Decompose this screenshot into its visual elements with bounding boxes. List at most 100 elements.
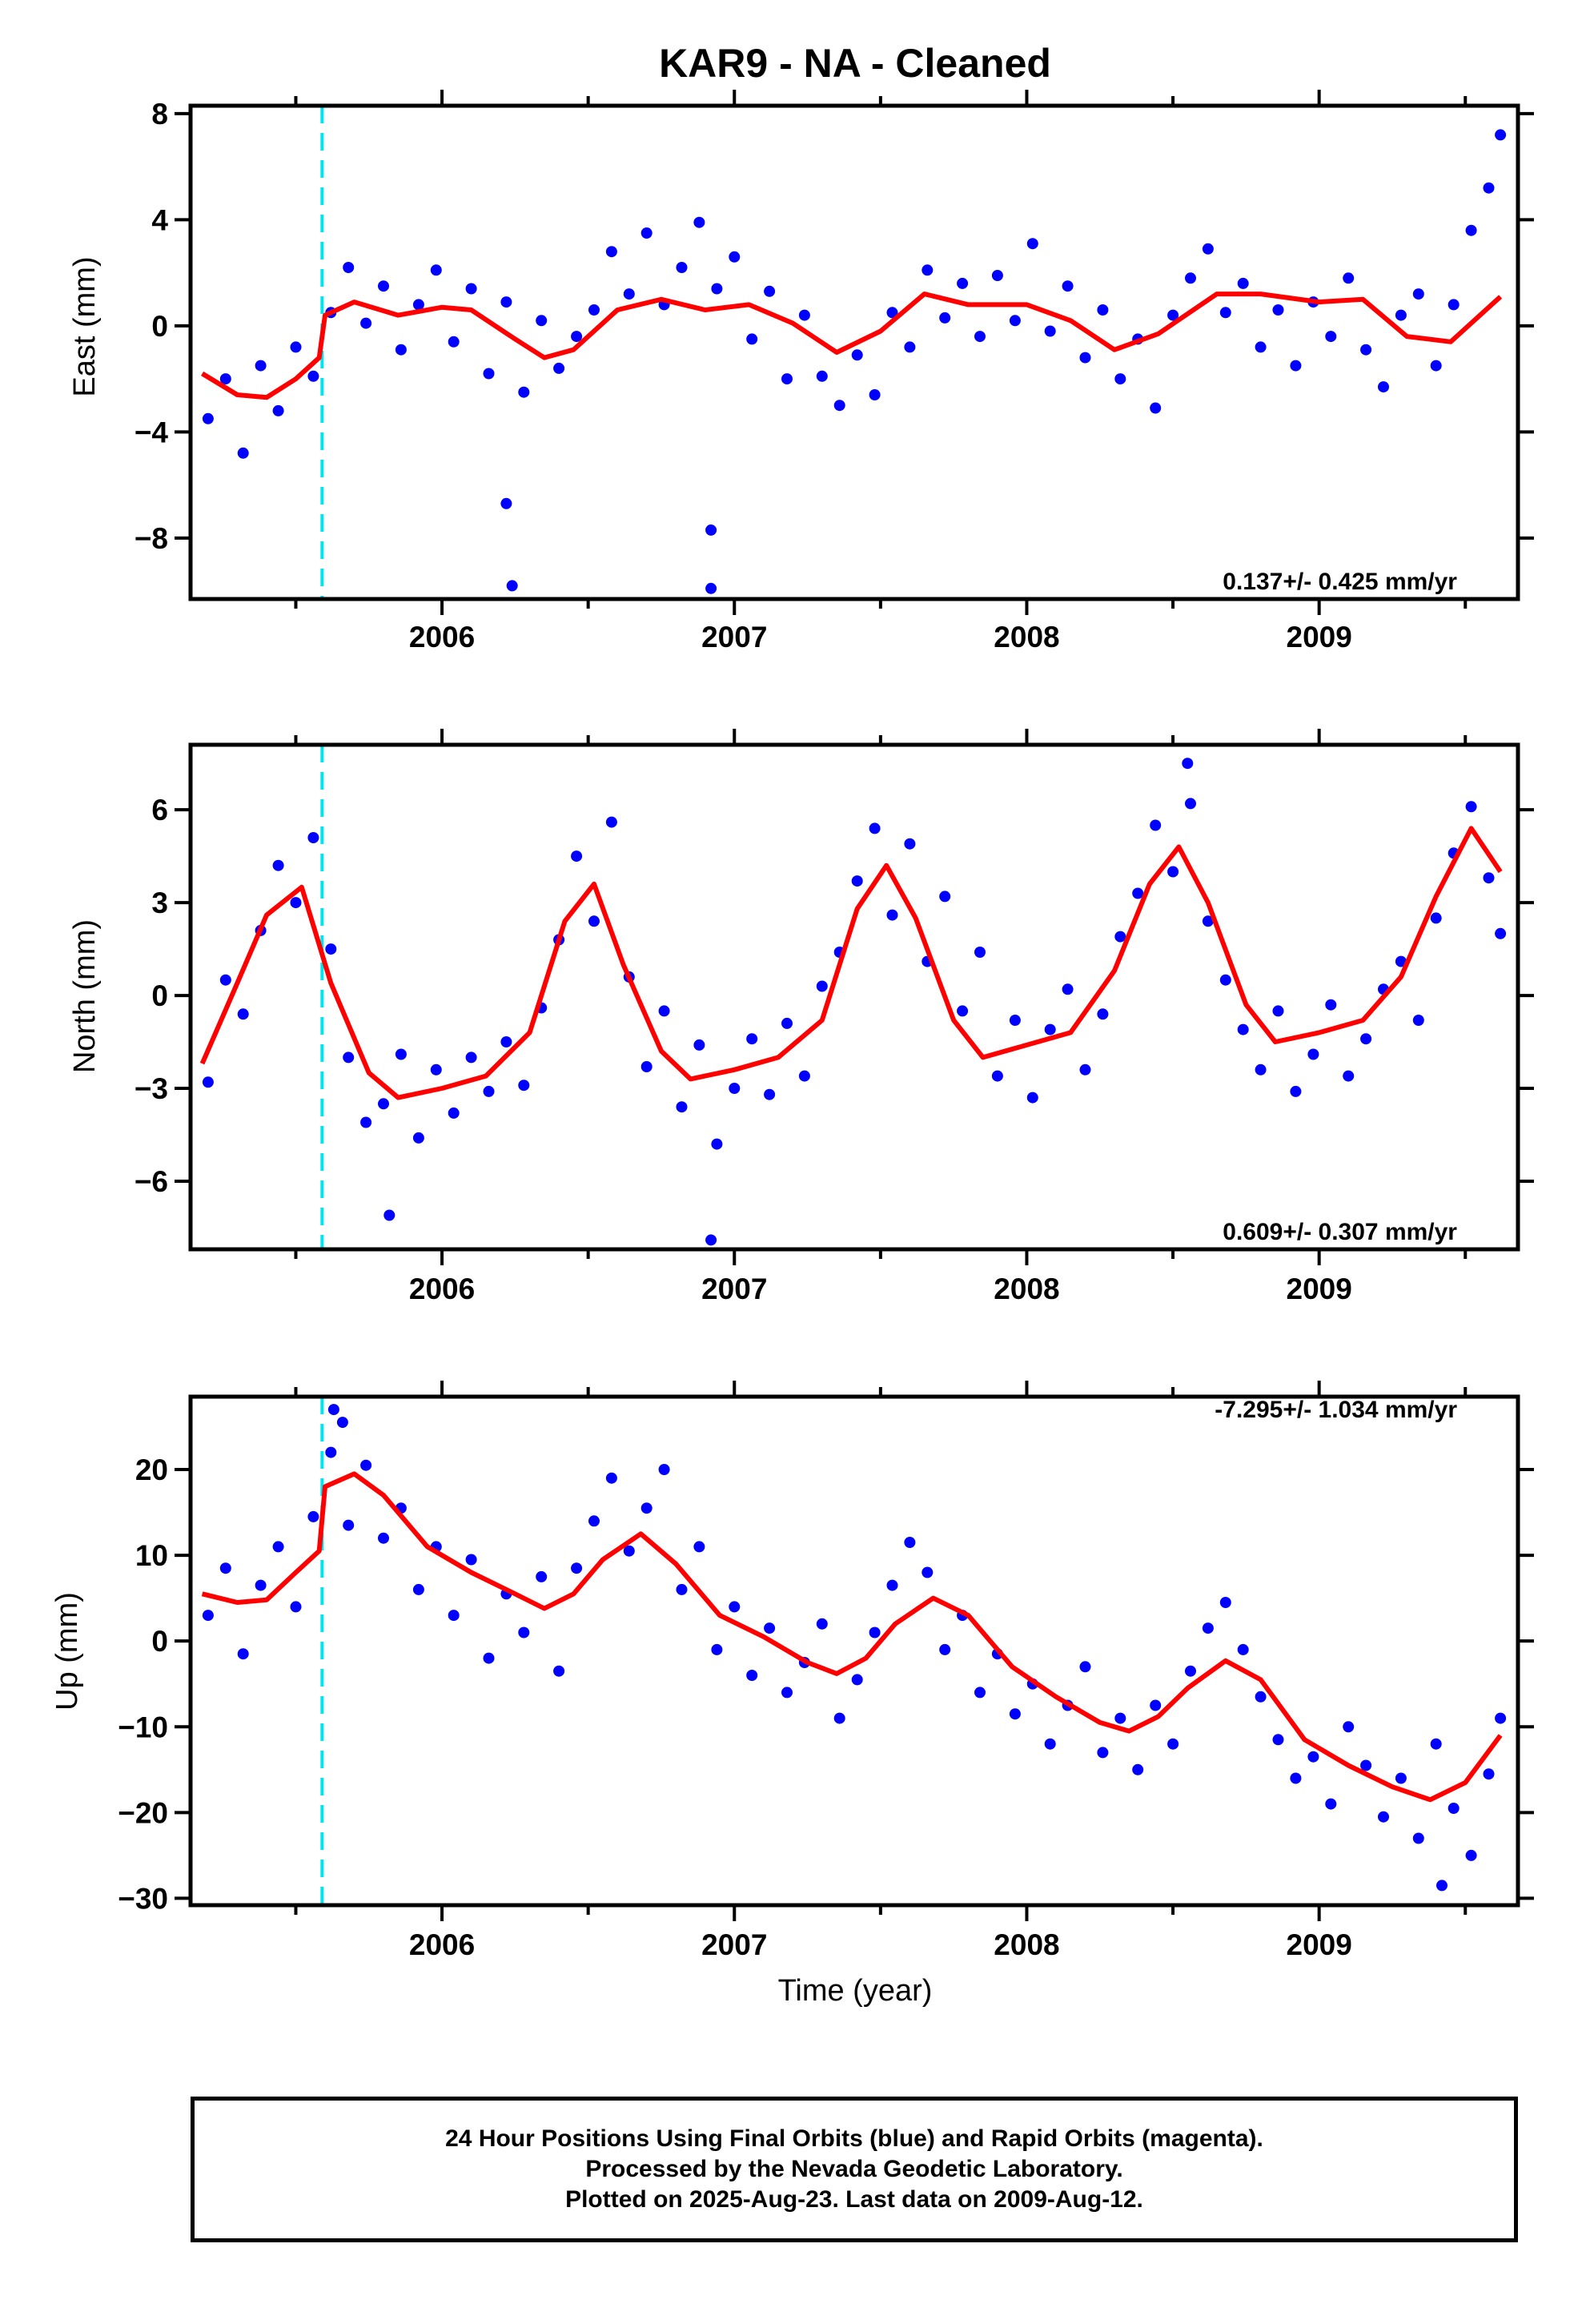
data-point xyxy=(202,1610,214,1622)
footer-line-2: Processed by the Nevada Geodetic Laborat… xyxy=(585,2156,1123,2182)
data-point xyxy=(1219,974,1231,986)
data-point xyxy=(921,1566,934,1578)
data-point xyxy=(553,362,565,374)
data-point xyxy=(886,1579,898,1591)
data-point xyxy=(430,1063,442,1076)
data-point xyxy=(483,1085,495,1097)
data-point xyxy=(1378,1811,1389,1823)
data-point xyxy=(336,1417,348,1429)
data-point xyxy=(869,822,881,834)
data-point xyxy=(623,1545,635,1557)
data-point xyxy=(1395,309,1407,321)
data-point xyxy=(1097,1747,1109,1759)
data-point xyxy=(219,1562,231,1574)
data-point xyxy=(605,246,617,258)
data-point xyxy=(1483,1768,1495,1780)
data-point xyxy=(1079,1063,1091,1076)
data-point xyxy=(921,264,934,276)
data-point xyxy=(798,309,810,321)
y-axis-label: North (mm) xyxy=(68,919,102,1073)
data-point xyxy=(588,915,600,927)
data-point xyxy=(991,1070,1003,1082)
data-point xyxy=(1395,955,1407,967)
y-tick-label: −3 xyxy=(135,1072,168,1105)
data-point xyxy=(605,1472,617,1484)
y-tick-label: −20 xyxy=(118,1796,168,1829)
x-tick-label: 2007 xyxy=(701,1928,767,1961)
data-point xyxy=(290,1601,302,1613)
data-point xyxy=(781,373,793,385)
north-panel: North (mm) 0.609+/- 0.307 mm/yr 2006 2007… xyxy=(68,729,1534,1305)
data-point xyxy=(711,283,723,295)
x-tick-label: 2006 xyxy=(409,621,475,653)
data-point xyxy=(1465,224,1477,236)
data-point xyxy=(1202,1622,1214,1634)
data-point xyxy=(1272,1005,1284,1017)
data-point xyxy=(1495,1712,1507,1724)
data-point xyxy=(693,1541,705,1553)
data-point xyxy=(219,373,231,385)
data-point xyxy=(869,389,881,400)
data-point xyxy=(412,299,424,311)
data-point xyxy=(1237,1023,1249,1035)
data-point xyxy=(729,1083,741,1094)
data-point xyxy=(1062,280,1074,292)
data-point xyxy=(1219,307,1231,319)
y-tick-label: 3 xyxy=(151,887,168,919)
data-point xyxy=(676,262,688,273)
data-point xyxy=(378,280,389,292)
data-point xyxy=(219,974,231,986)
data-point xyxy=(833,400,845,412)
data-point xyxy=(693,1039,705,1051)
data-point xyxy=(676,1101,688,1113)
data-point xyxy=(1290,1772,1302,1784)
data-points xyxy=(202,758,1507,1246)
y-tick-label: 20 xyxy=(135,1454,168,1486)
data-point xyxy=(412,1583,424,1595)
data-point xyxy=(705,524,717,536)
y-tick-label: 0 xyxy=(151,979,168,1012)
east-panel: East (mm) 0.137+/- 0.425 mm/yr 2006 2007 2… xyxy=(68,90,1534,653)
data-point xyxy=(395,1048,407,1060)
data-point xyxy=(1044,1738,1056,1750)
data-point xyxy=(1114,373,1126,385)
data-point xyxy=(1182,758,1194,770)
data-point xyxy=(1360,344,1372,356)
data-point xyxy=(325,943,337,955)
data-point xyxy=(904,341,916,353)
data-point xyxy=(1465,801,1477,813)
data-point xyxy=(343,1519,355,1531)
data-point xyxy=(483,1652,495,1664)
data-point xyxy=(255,360,267,372)
data-point xyxy=(1307,1751,1319,1763)
data-point xyxy=(395,344,407,356)
data-point xyxy=(536,315,548,327)
data-point xyxy=(1114,1712,1126,1724)
x-tick-label: 2007 xyxy=(701,621,767,653)
data-point xyxy=(448,1107,460,1119)
data-point xyxy=(1447,299,1460,311)
y-tick-label: 0 xyxy=(151,1625,168,1658)
data-point xyxy=(448,1610,460,1622)
data-point xyxy=(1360,1033,1372,1045)
rate-label: -7.295+/- 1.034 mm/yr xyxy=(1215,1397,1457,1423)
data-point xyxy=(1325,331,1337,343)
data-point xyxy=(1290,1085,1302,1097)
data-point xyxy=(571,1562,583,1574)
data-point xyxy=(483,368,495,380)
data-point xyxy=(1495,129,1507,141)
data-point xyxy=(536,1570,548,1582)
data-point xyxy=(939,1643,951,1655)
data-point xyxy=(693,216,705,228)
x-tick-label: 2009 xyxy=(1287,621,1352,653)
data-point xyxy=(571,331,583,343)
data-point xyxy=(991,270,1003,281)
data-point xyxy=(500,296,512,308)
data-point xyxy=(1430,1738,1442,1750)
data-point xyxy=(1202,243,1214,255)
y-tick-label: −30 xyxy=(118,1882,168,1915)
data-point xyxy=(465,1051,477,1063)
data-point xyxy=(1412,1015,1424,1026)
data-point xyxy=(1395,1772,1407,1784)
